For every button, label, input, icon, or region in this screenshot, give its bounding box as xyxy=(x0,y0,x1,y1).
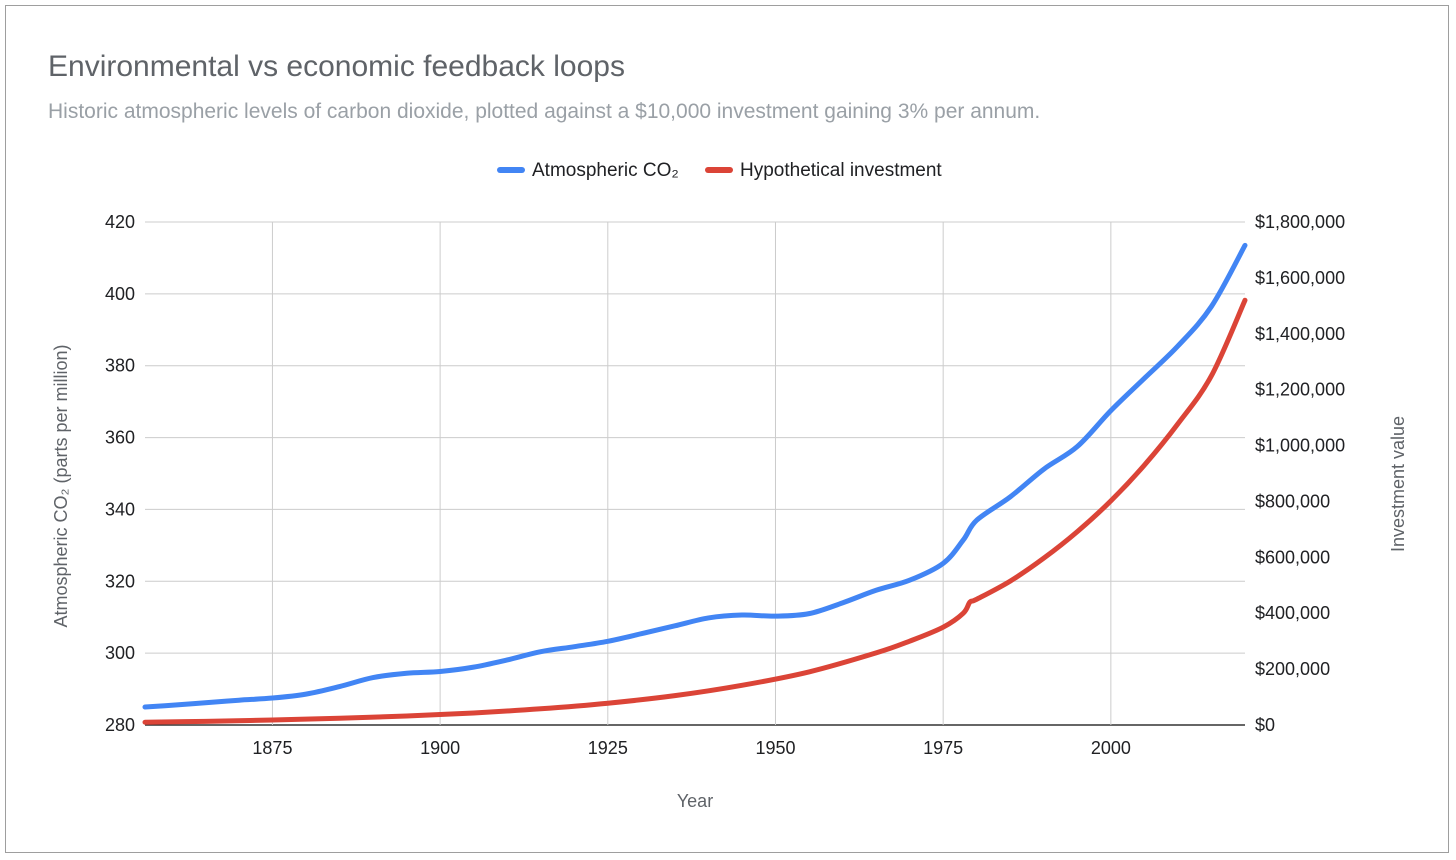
legend-label-co2: Atmospheric CO₂ xyxy=(532,160,679,181)
y-left-tick-label: 340 xyxy=(105,499,135,519)
x-tick-label: 2000 xyxy=(1091,738,1131,758)
x-axis-label: Year xyxy=(677,791,713,811)
y-right-tick-label: $0 xyxy=(1255,715,1275,735)
y-left-tick-label: 300 xyxy=(105,643,135,663)
x-tick-label: 1950 xyxy=(755,738,795,758)
y-left-tick-label: 420 xyxy=(105,212,135,232)
chart-title: Environmental vs economic feedback loops xyxy=(48,50,625,83)
y-left-tick-label: 360 xyxy=(105,428,135,448)
x-tick-label: 1900 xyxy=(420,738,460,758)
chart-frame xyxy=(5,5,1449,853)
y-left-tick-label: 400 xyxy=(105,284,135,304)
y-left-tick-label: 280 xyxy=(105,715,135,735)
legend: Atmospheric CO₂ Hypothetical investment xyxy=(497,160,942,181)
y-right-tick-label: $1,200,000 xyxy=(1255,380,1345,400)
y-right-tick-label: $1,000,000 xyxy=(1255,436,1345,456)
y-right-tick-label: $1,800,000 xyxy=(1255,212,1345,232)
y-axis-right-label: Investment value xyxy=(1388,416,1408,552)
series-line-investment xyxy=(142,297,1248,725)
y-right-tick-label: $400,000 xyxy=(1255,603,1330,623)
y-right-tick-label: $600,000 xyxy=(1255,547,1330,567)
gridlines xyxy=(145,221,1245,726)
series-line-co2 xyxy=(142,242,1248,710)
y-right-tick-label: $1,400,000 xyxy=(1255,324,1345,344)
y-right-tick-label: $800,000 xyxy=(1255,491,1330,511)
series-layer xyxy=(142,242,1248,725)
x-tick-label: 1925 xyxy=(588,738,628,758)
y-left-tick-label: 320 xyxy=(105,571,135,591)
chart-subtitle: Historic atmospheric levels of carbon di… xyxy=(48,100,1041,123)
y-right-tick-label: $200,000 xyxy=(1255,659,1330,679)
x-tick-label: 1875 xyxy=(252,738,292,758)
tick-labels: 280 300 320 340 360 380 400 420 1875 1900 1925 1950… xyxy=(105,212,1345,758)
x-tick-label: 1975 xyxy=(923,738,963,758)
legend-label-investment: Hypothetical investment xyxy=(740,160,942,181)
y-right-tick-label: $1,600,000 xyxy=(1255,268,1345,288)
y-left-tick-label: 380 xyxy=(105,356,135,376)
y-axis-left-label: Atmospheric CO₂ (parts per million) xyxy=(51,344,71,627)
